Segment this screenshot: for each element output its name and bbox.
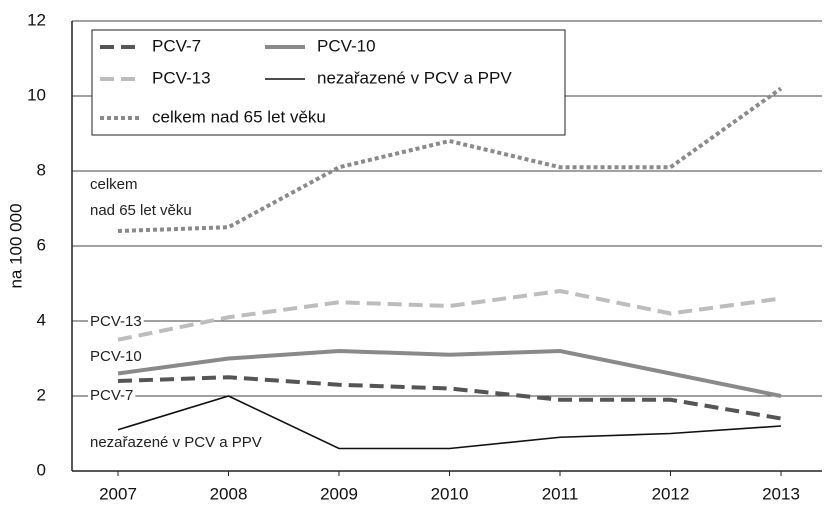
legend-box bbox=[91, 29, 566, 136]
y-tick-label: 8 bbox=[37, 160, 46, 179]
annotation: nezařazené v PCV a PPV bbox=[90, 434, 262, 451]
line bbox=[117, 395, 782, 450]
legend-label: nezařazené v PCV a PPV bbox=[317, 68, 512, 87]
x-tick-label: 2013 bbox=[762, 484, 800, 503]
line bbox=[117, 288, 782, 342]
y-tick-label: 10 bbox=[27, 85, 46, 104]
x-tick-label: 2009 bbox=[320, 484, 358, 503]
legend-label: PCV-7 bbox=[152, 36, 201, 55]
annotation-bg bbox=[88, 201, 194, 219]
y-tick-label: 6 bbox=[37, 235, 46, 254]
y-tick-label: 2 bbox=[37, 385, 46, 404]
legend-label: PCV-13 bbox=[152, 68, 211, 87]
x-tick-label: 2011 bbox=[542, 484, 579, 503]
y-tick-label: 0 bbox=[37, 460, 46, 479]
annotation: PCV-7 bbox=[90, 387, 133, 404]
annotation: PCV-10 bbox=[90, 348, 142, 365]
annotation-bg bbox=[88, 347, 144, 365]
annotation-bg bbox=[88, 175, 140, 193]
annotation: celkem bbox=[90, 176, 138, 193]
legend-label: PCV-10 bbox=[317, 36, 376, 55]
annotation-bg bbox=[88, 312, 144, 330]
y-tick-label: 4 bbox=[37, 310, 46, 329]
annotation: nad 65 let věku bbox=[90, 202, 192, 219]
y-tick-label: 12 bbox=[27, 10, 46, 29]
x-tick-label: 2012 bbox=[652, 484, 690, 503]
line bbox=[117, 348, 782, 398]
legend-label: celkem nad 65 let věku bbox=[152, 107, 326, 126]
line bbox=[117, 375, 782, 421]
annotation-bg bbox=[88, 433, 264, 451]
y-axis-label: na 100 000 bbox=[6, 203, 25, 288]
x-tick-label: 2007 bbox=[99, 484, 137, 503]
x-tick-label: 2008 bbox=[210, 484, 248, 503]
annotation-bg bbox=[88, 386, 136, 404]
annotation: PCV-13 bbox=[90, 313, 142, 330]
x-tick-label: 2010 bbox=[431, 484, 469, 503]
